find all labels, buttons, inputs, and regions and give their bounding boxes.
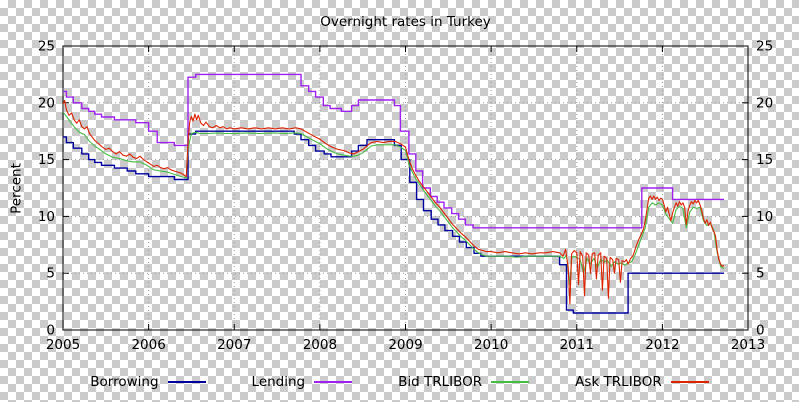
x-tick-label: 2010 <box>474 337 508 353</box>
legend-label-lending: Lending <box>251 374 306 390</box>
y-tick-label-right: 0 <box>756 323 765 339</box>
legend-item-lending: Lending <box>252 374 353 390</box>
legend-item-ask-trlibor: Ask TRLIBOR <box>575 374 709 390</box>
x-tick-label: 2011 <box>560 337 594 353</box>
y-tick-label-left: 5 <box>46 266 55 282</box>
legend-label-ask-trlibor: Ask TRLIBOR <box>575 374 662 390</box>
x-tick-label: 2007 <box>217 337 251 353</box>
series-bid-trlibor <box>63 111 725 286</box>
x-tick-label: 2009 <box>388 337 422 353</box>
x-tick-label: 2005 <box>46 337 80 353</box>
series-ask-trlibor <box>63 99 725 305</box>
y-tick-label-left: 15 <box>38 152 55 168</box>
y-tick-label-left: 10 <box>38 209 55 225</box>
legend-label-bid-trlibor: Bid TRLIBOR <box>398 374 483 390</box>
legend-line-bid-trlibor <box>491 381 530 383</box>
y-tick-label-left: 0 <box>46 323 55 339</box>
y-tick-label-right: 15 <box>756 152 773 168</box>
y-tick-label-right: 20 <box>756 95 773 111</box>
y-tick-label-right: 5 <box>756 266 765 282</box>
series-lending <box>63 73 724 229</box>
series-borrowing <box>63 130 724 314</box>
legend-line-borrowing <box>167 381 206 383</box>
legend: Borrowing Lending Bid TRLIBOR Ask TRLIBO… <box>0 374 799 390</box>
y-tick-label-right: 25 <box>756 39 773 55</box>
legend-line-lending <box>314 381 353 383</box>
y-tick-label-left: 25 <box>38 39 55 55</box>
legend-item-bid-trlibor: Bid TRLIBOR <box>398 374 530 390</box>
y-tick-label-left: 20 <box>38 95 55 111</box>
x-tick-label: 2008 <box>303 337 337 353</box>
chart-title: Overnight rates in Turkey <box>320 14 491 30</box>
x-tick-label: 2012 <box>645 337 679 353</box>
y-tick-label-right: 10 <box>756 209 773 225</box>
x-tick-label: 2006 <box>131 337 165 353</box>
x-tick-label: 2013 <box>731 337 765 353</box>
legend-label-borrowing: Borrowing <box>90 374 159 390</box>
legend-item-borrowing: Borrowing <box>90 374 206 390</box>
legend-line-ask-trlibor <box>670 381 709 383</box>
tick-marks <box>62 45 749 331</box>
